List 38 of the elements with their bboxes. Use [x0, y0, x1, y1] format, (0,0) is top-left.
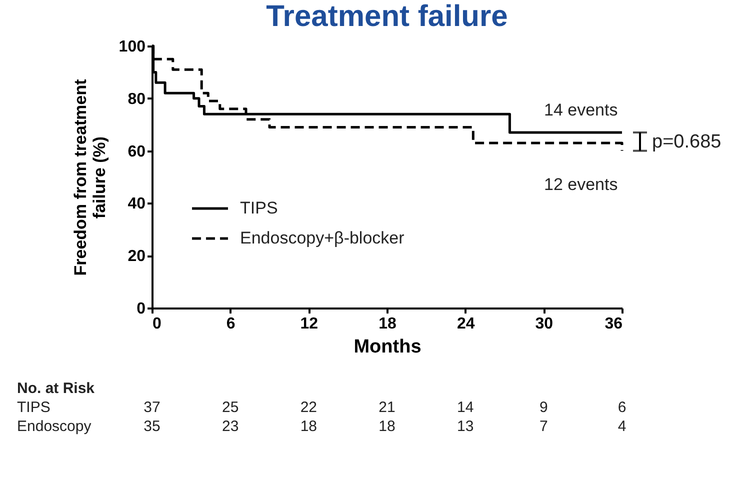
- y-tick-label: 80: [128, 90, 146, 108]
- text: 35: [144, 418, 160, 435]
- text: 4: [618, 418, 626, 435]
- text: 23: [222, 418, 239, 435]
- text: p=0.685: [652, 132, 722, 153]
- text: 37: [144, 399, 160, 416]
- text: 7: [539, 418, 548, 435]
- x-tick-label: 6: [226, 316, 236, 332]
- text: 22: [300, 399, 318, 416]
- text: 25: [222, 399, 239, 416]
- text: TIPS: [17, 399, 50, 416]
- text: 13: [456, 418, 474, 435]
- text: 6: [618, 399, 626, 416]
- text: 14: [456, 399, 474, 416]
- y-tick-label: 40: [128, 196, 146, 213]
- x-tick-label: 36: [604, 316, 623, 332]
- x-tick-label: 12: [300, 316, 318, 332]
- text: 18: [300, 418, 318, 435]
- x-tick-label: 0: [152, 316, 162, 332]
- y-tick-label: 20: [128, 248, 146, 266]
- text: No. at Risk: [17, 380, 96, 397]
- text: 9: [539, 399, 548, 416]
- text: 21: [378, 399, 396, 416]
- y-tick-label: 60: [128, 143, 146, 160]
- y-tick-label: 100: [118, 38, 146, 56]
- x-tick-label: 30: [535, 316, 554, 332]
- legend-label: Endoscopy+β-blocker: [240, 228, 405, 248]
- annotation: 14 events: [544, 100, 618, 120]
- y-tick-label: 0: [136, 300, 146, 318]
- x-tick-label: 24: [456, 316, 475, 332]
- legend-label: TIPS: [240, 198, 278, 218]
- text: Endoscopy: [17, 418, 92, 435]
- text: 18: [378, 418, 396, 435]
- annotation: 12 events: [544, 174, 618, 194]
- x-axis-title: Months: [354, 336, 422, 358]
- chart-title: Treatment failure: [266, 0, 508, 33]
- y-axis-title: Freedom from treatment failure (%): [70, 78, 109, 276]
- x-tick-label: 18: [378, 316, 396, 332]
